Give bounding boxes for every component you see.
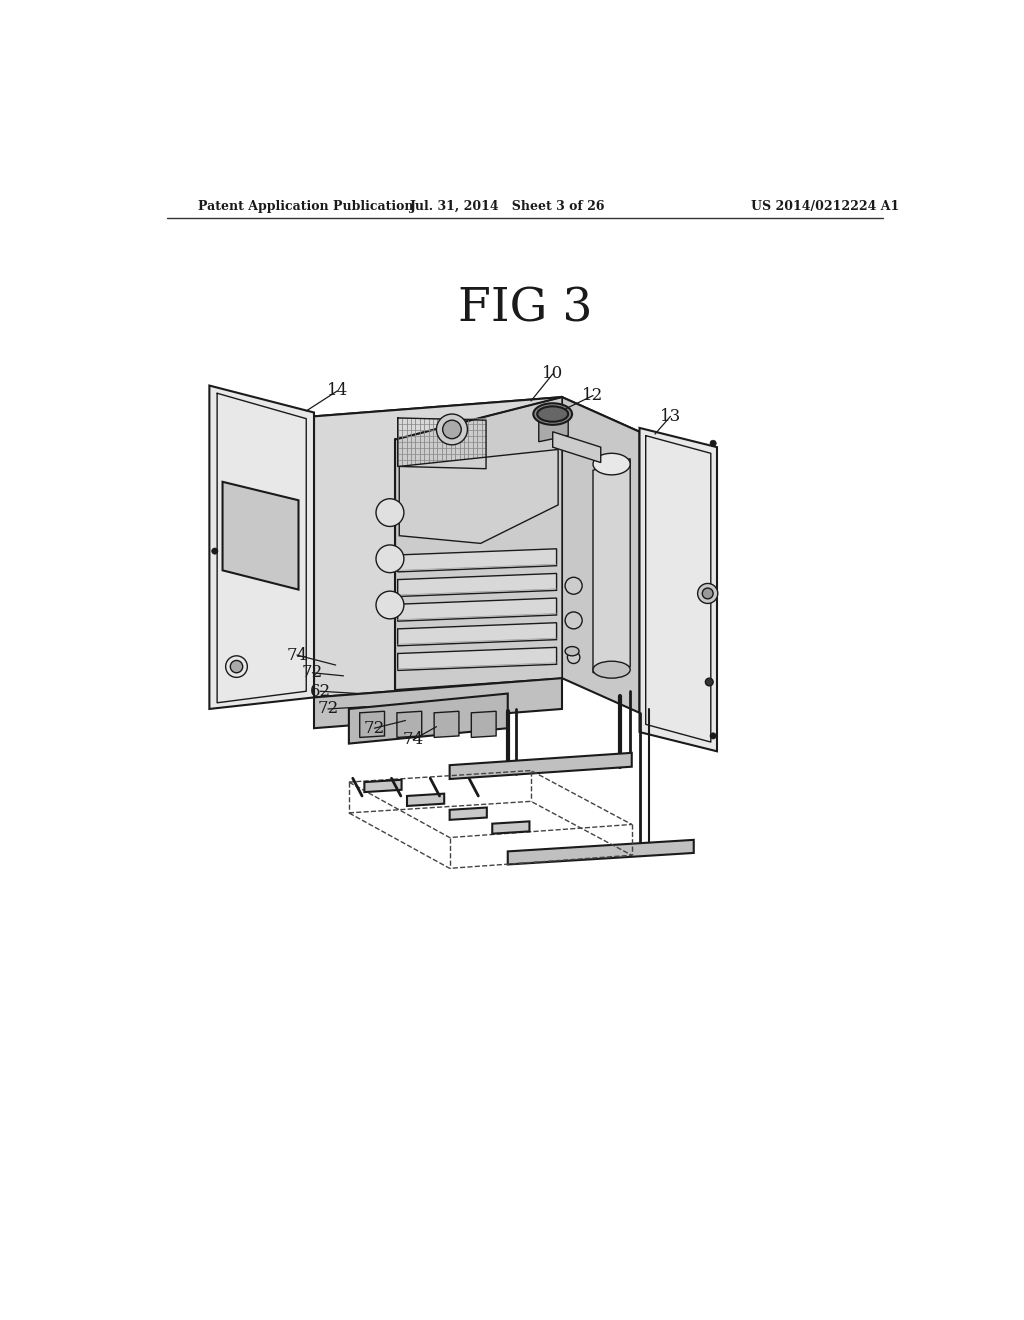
Circle shape [706,678,713,686]
Circle shape [436,414,467,445]
Polygon shape [508,840,693,865]
Polygon shape [640,428,717,751]
Polygon shape [314,397,562,697]
Polygon shape [450,752,632,779]
Polygon shape [553,432,601,462]
Text: 12: 12 [583,387,603,404]
Polygon shape [359,711,385,738]
Polygon shape [314,397,640,451]
Text: 13: 13 [659,408,681,425]
Text: 14: 14 [327,383,348,400]
Circle shape [710,441,716,446]
Polygon shape [395,397,562,689]
Circle shape [376,591,403,619]
Polygon shape [407,793,444,807]
Text: 62: 62 [309,682,331,700]
Polygon shape [349,693,508,743]
Polygon shape [222,482,299,590]
Polygon shape [471,711,496,738]
Text: Jul. 31, 2014   Sheet 3 of 26: Jul. 31, 2014 Sheet 3 of 26 [410,199,605,213]
Circle shape [565,612,583,628]
Polygon shape [593,459,630,673]
Text: 72: 72 [364,719,385,737]
Polygon shape [539,412,568,442]
Ellipse shape [593,661,630,678]
Polygon shape [397,711,422,738]
Text: 72: 72 [302,664,324,681]
Text: Patent Application Publication: Patent Application Publication [198,199,414,213]
Polygon shape [397,623,557,645]
Ellipse shape [538,407,568,422]
Ellipse shape [565,647,579,656]
Circle shape [212,548,218,554]
Polygon shape [493,821,529,834]
Text: 74: 74 [402,731,424,748]
Circle shape [702,589,713,599]
Circle shape [376,545,403,573]
Polygon shape [365,780,401,792]
Polygon shape [314,678,562,729]
Circle shape [567,651,580,664]
Polygon shape [397,647,557,671]
Text: FIG 3: FIG 3 [458,286,592,331]
Polygon shape [562,397,640,713]
Circle shape [565,577,583,594]
Text: 72: 72 [317,701,339,718]
Circle shape [697,583,718,603]
Circle shape [442,420,461,438]
Polygon shape [397,549,557,572]
Text: 74: 74 [287,647,307,664]
Circle shape [376,499,403,527]
Ellipse shape [593,453,630,475]
Polygon shape [209,385,314,709]
Circle shape [230,660,243,673]
Text: 10: 10 [542,366,563,383]
Polygon shape [397,573,557,597]
Polygon shape [450,808,486,820]
Polygon shape [434,711,459,738]
Ellipse shape [534,404,572,425]
Text: US 2014/0212224 A1: US 2014/0212224 A1 [752,199,900,213]
Circle shape [710,733,716,739]
Polygon shape [399,449,558,544]
Polygon shape [397,598,557,622]
